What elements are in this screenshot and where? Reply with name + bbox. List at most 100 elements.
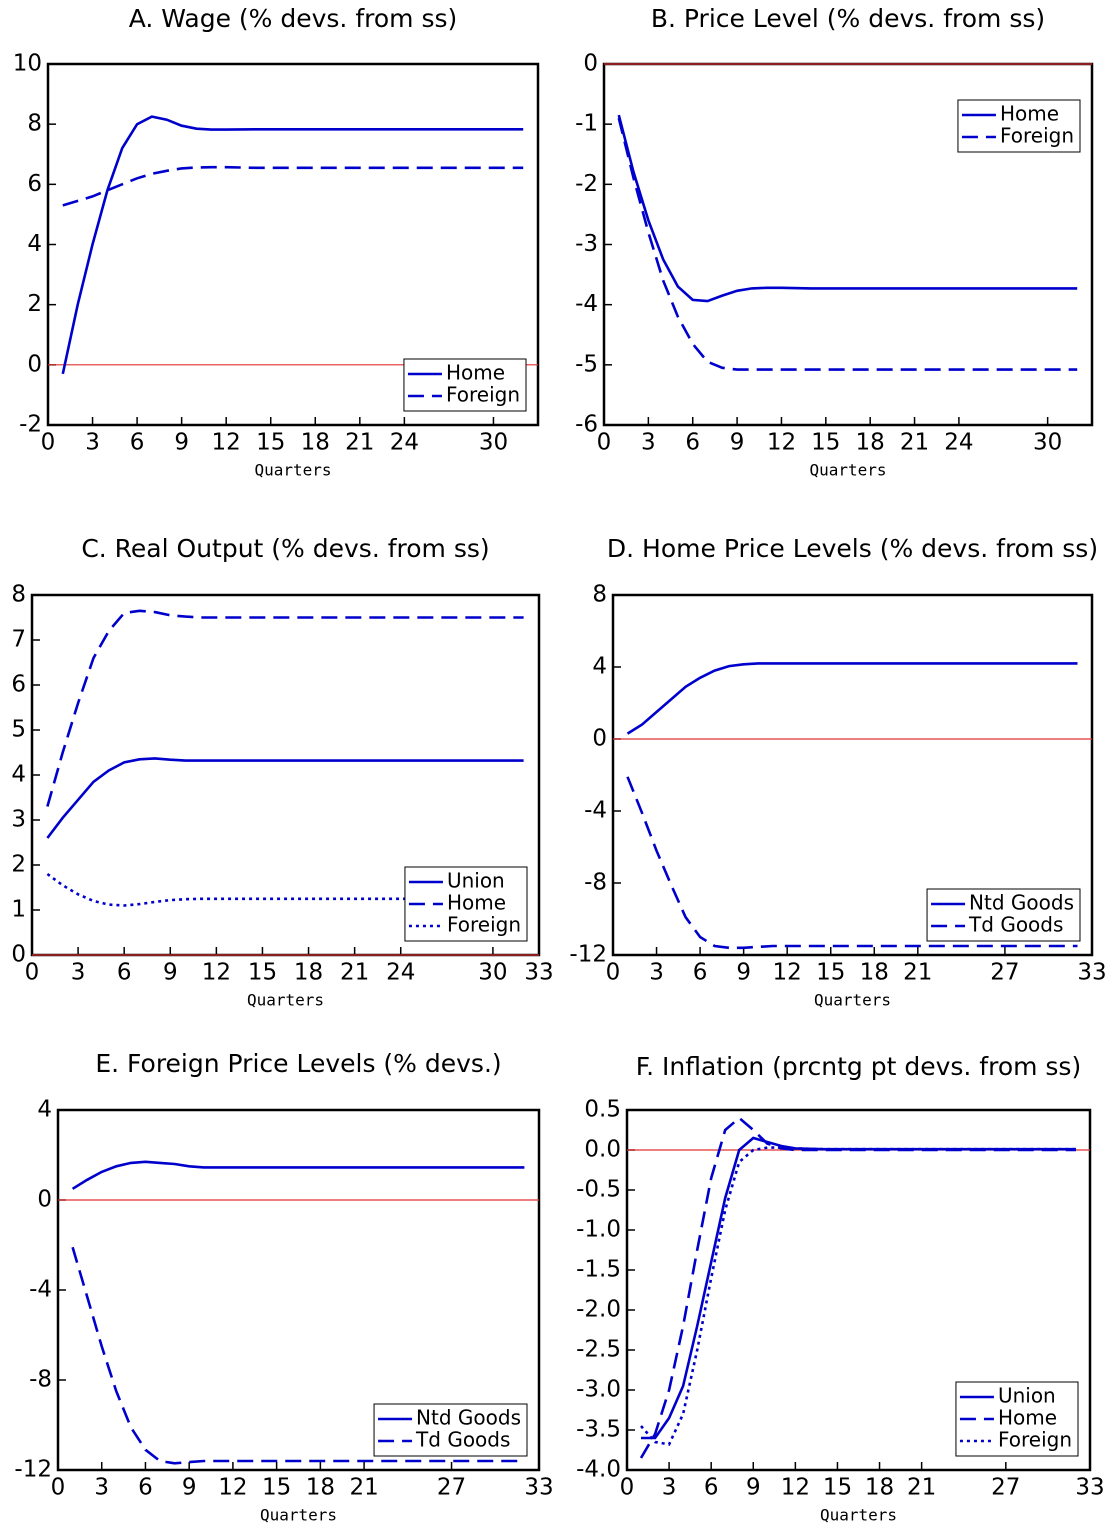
series-line — [626, 662, 1078, 735]
y-tick-label: 8 — [27, 111, 42, 137]
x-tick-label: 18 — [301, 430, 330, 456]
x-tick-label: 18 — [860, 960, 889, 986]
y-tick-label: 4 — [592, 654, 607, 680]
x-tick-label: 6 — [685, 430, 700, 456]
y-tick-label: -4 — [29, 1277, 52, 1303]
x-tick-label: 21 — [349, 1475, 378, 1501]
y-tick-label: -8 — [29, 1367, 52, 1393]
y-tick-label: 10 — [13, 51, 42, 77]
x-tick-label: 33 — [524, 960, 553, 986]
x-tick-label: 12 — [202, 960, 231, 986]
x-tick-label: 15 — [256, 430, 285, 456]
y-tick-label: -2.0 — [576, 1297, 621, 1323]
y-tick-label: -4.0 — [576, 1457, 621, 1483]
series-line — [46, 757, 524, 839]
chart-title: D. Home Price Levels (% devs. from ss) — [607, 534, 1098, 563]
x-tick-label: 0 — [620, 1475, 635, 1501]
x-axis-label: Quarters — [809, 461, 886, 480]
x-tick-label: 21 — [900, 430, 929, 456]
y-tick-label: 8 — [592, 582, 607, 608]
legend-label: Td Goods — [415, 1428, 510, 1452]
x-tick-label: 6 — [117, 960, 132, 986]
x-tick-label: 3 — [649, 960, 664, 986]
x-tick-label: 0 — [597, 430, 612, 456]
x-tick-label: 18 — [294, 960, 323, 986]
x-tick-label: 33 — [524, 1475, 553, 1501]
x-tick-label: 15 — [816, 960, 845, 986]
series-line — [626, 776, 1078, 950]
y-tick-label: 8 — [11, 582, 26, 608]
series-line — [640, 1146, 1076, 1446]
x-axis-label: Quarters — [254, 461, 331, 480]
legend-label: Home — [447, 891, 506, 915]
x-tick-label: 30 — [1033, 430, 1062, 456]
chart-title: C. Real Output (% devs. from ss) — [81, 534, 489, 563]
x-tick-label: 18 — [306, 1475, 335, 1501]
series-line — [62, 165, 524, 207]
x-tick-label: 3 — [94, 1475, 109, 1501]
chart-title: E. Foreign Price Levels (% devs.) — [95, 1049, 501, 1078]
legend-label: Ntd Goods — [416, 1406, 521, 1430]
panel: D. Home Price Levels (% devs. from ss) -1… — [569, 534, 1106, 1010]
y-tick-label: 0.5 — [584, 1097, 621, 1123]
x-tick-label: 3 — [662, 1475, 677, 1501]
y-tick-label: 6 — [11, 672, 26, 698]
x-tick-label: 9 — [730, 430, 745, 456]
x-axis-label: Quarters — [820, 1506, 897, 1525]
series-line — [617, 114, 1078, 303]
x-tick-label: 27 — [437, 1475, 466, 1501]
y-tick-label: 1 — [11, 897, 26, 923]
x-tick-label: 9 — [174, 430, 189, 456]
x-tick-label: 0 — [25, 960, 40, 986]
x-tick-label: 12 — [773, 960, 802, 986]
legend-label: Foreign — [447, 913, 521, 937]
series-line — [46, 609, 524, 807]
x-tick-label: 27 — [990, 960, 1019, 986]
x-tick-label: 33 — [1075, 1475, 1104, 1501]
legend-box — [373, 1403, 528, 1457]
x-tick-label: 9 — [163, 960, 178, 986]
x-tick-label: 24 — [386, 960, 415, 986]
y-tick-label: 2 — [11, 852, 26, 878]
x-tick-label: 0 — [606, 960, 621, 986]
panel: E. Foreign Price Levels (% devs.) -12 -8 -4… — [14, 1049, 553, 1525]
x-tick-label: 27 — [991, 1475, 1020, 1501]
legend-label: Union — [447, 869, 505, 893]
y-tick-label: 5 — [11, 717, 26, 743]
y-tick-label: -0.5 — [576, 1177, 621, 1203]
y-tick-label: 0 — [592, 726, 607, 752]
x-tick-label: 18 — [865, 1475, 894, 1501]
y-tick-label: 7 — [11, 627, 26, 653]
x-tick-label: 3 — [71, 960, 86, 986]
x-tick-label: 12 — [212, 430, 241, 456]
panel: B. Price Level (% devs. from ss) -6 -5 -4 -3… — [575, 4, 1094, 480]
y-tick-label: -6 — [575, 412, 598, 438]
x-tick-label: 12 — [767, 430, 796, 456]
y-tick-label: -8 — [584, 870, 607, 896]
x-axis-label: Quarters — [814, 991, 891, 1010]
legend-box — [957, 99, 1081, 153]
panel: F. Inflation (prcntg pt devs. from ss) -4… — [576, 1052, 1105, 1525]
legend-box — [404, 866, 528, 942]
y-tick-label: 2 — [27, 291, 42, 317]
x-tick-label: 3 — [85, 430, 100, 456]
x-tick-label: 12 — [781, 1475, 810, 1501]
x-axis-label: Quarters — [247, 991, 324, 1010]
y-tick-label: -2.5 — [576, 1337, 621, 1363]
x-tick-label: 24 — [944, 430, 973, 456]
x-tick-label: 21 — [340, 960, 369, 986]
series-line — [617, 117, 1078, 371]
legend-label: Foreign — [446, 383, 520, 407]
x-tick-label: 15 — [823, 1475, 852, 1501]
chart-title: B. Price Level (% devs. from ss) — [651, 4, 1045, 33]
y-tick-label: -1.0 — [576, 1217, 621, 1243]
x-tick-label: 6 — [704, 1475, 719, 1501]
legend-box — [926, 888, 1081, 942]
x-tick-label: 0 — [51, 1475, 66, 1501]
series-line — [639, 1116, 1076, 1459]
